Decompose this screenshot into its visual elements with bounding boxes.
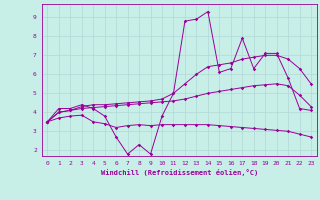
X-axis label: Windchill (Refroidissement éolien,°C): Windchill (Refroidissement éolien,°C) (100, 169, 258, 176)
